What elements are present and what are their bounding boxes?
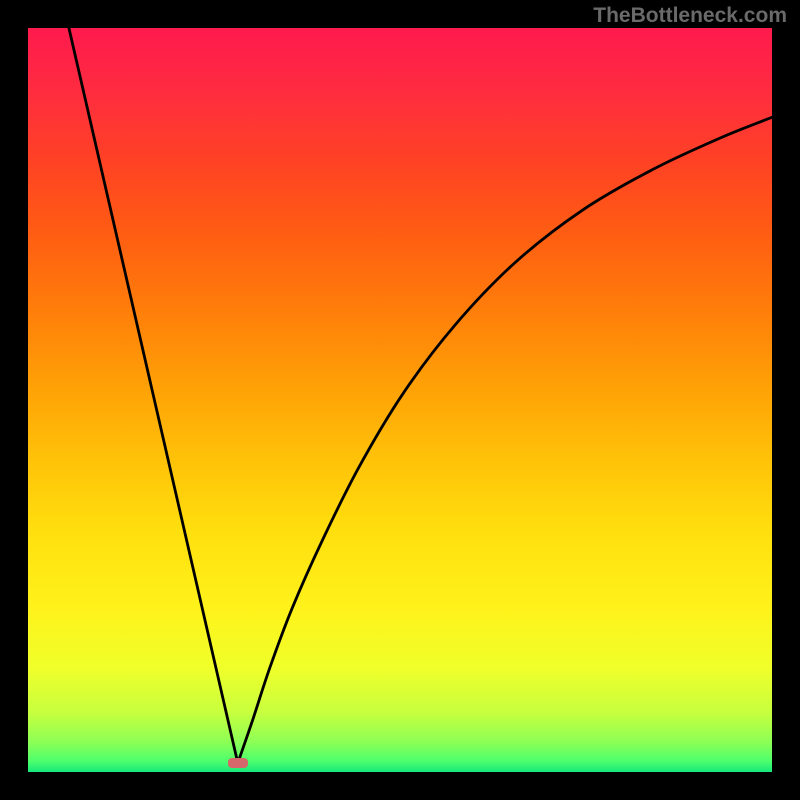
chart-container: TheBottleneck.com [0,0,800,800]
minimum-marker [228,758,248,768]
curve-overlay [28,28,772,772]
watermark-text: TheBottleneck.com [593,4,787,28]
plot-area [28,28,772,772]
